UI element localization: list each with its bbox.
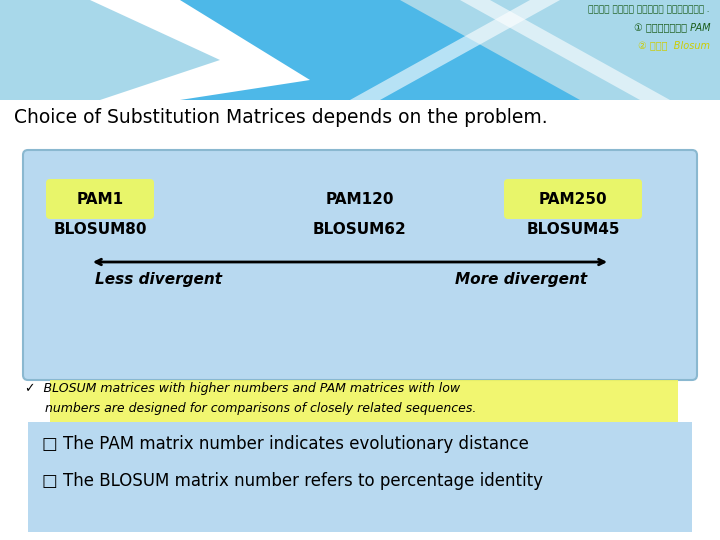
Bar: [0, 98, 720, 540]
Text: ② كلى  Blosum: ② كلى Blosum: [638, 40, 710, 50]
Text: ✓  BLOSUM matrices with higher numbers and PAM matrices with low: ✓ BLOSUM matrices with higher numbers an…: [25, 382, 460, 395]
Bar: [0, 0, 720, 100]
FancyBboxPatch shape: [504, 179, 642, 219]
Text: ① بالأحمر PAM: ① بالأحمر PAM: [634, 22, 710, 32]
FancyBboxPatch shape: [23, 150, 697, 380]
Polygon shape: [460, 0, 670, 100]
Text: □ The BLOSUM matrix number refers to percentage identity: □ The BLOSUM matrix number refers to per…: [42, 472, 543, 490]
Text: BLOSUM45: BLOSUM45: [526, 222, 620, 237]
Polygon shape: [350, 0, 560, 100]
Text: PAM1: PAM1: [76, 192, 124, 206]
Polygon shape: [0, 0, 220, 100]
Text: BLOSUM62: BLOSUM62: [313, 222, 407, 237]
Text: numbers are designed for comparisons of closely related sequences.: numbers are designed for comparisons of …: [25, 402, 477, 415]
Text: PAM120: PAM120: [325, 192, 395, 206]
Bar: [0, 0, 720, 100]
Text: BLOSUM80: BLOSUM80: [53, 222, 147, 237]
Bar: [50, 380, 678, 422]
FancyBboxPatch shape: [46, 179, 154, 219]
Text: مسلم مشرح بصبرى السرحوق .: مسلم مشرح بصبرى السرحوق .: [588, 5, 710, 14]
Text: Less divergent: Less divergent: [95, 272, 222, 287]
Polygon shape: [0, 0, 310, 100]
Text: PAM250: PAM250: [539, 192, 607, 206]
Bar: [28, 422, 692, 532]
Polygon shape: [400, 0, 720, 100]
Text: Choice of Substitution Matrices depends on the problem.: Choice of Substitution Matrices depends …: [14, 108, 548, 127]
Text: More divergent: More divergent: [455, 272, 587, 287]
Text: □ The PAM matrix number indicates evolutionary distance: □ The PAM matrix number indicates evolut…: [42, 435, 529, 453]
